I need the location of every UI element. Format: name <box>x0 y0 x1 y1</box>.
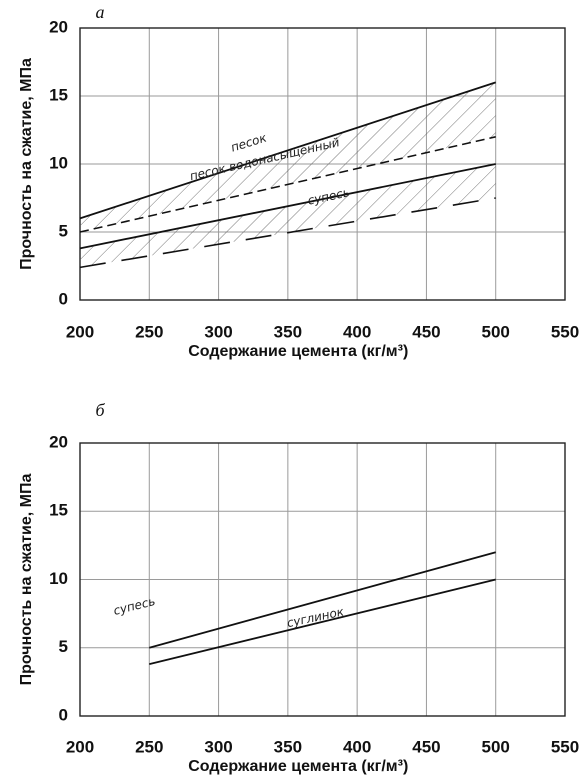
y-tick-label: 15 <box>49 85 68 104</box>
series-label: песок <box>229 130 269 154</box>
series-line <box>79 197 496 269</box>
x-tick-label: 350 <box>274 322 302 341</box>
y-axis-label: Прочность на сжатие, МПа <box>18 58 35 270</box>
series-line <box>79 163 496 250</box>
plot-frame <box>79 27 566 301</box>
y-tick-label: 10 <box>49 153 68 172</box>
x-axis-label: Содержание цемента (кг/м³) <box>188 343 408 360</box>
y-tick-label: 0 <box>59 289 68 308</box>
x-tick-label: 250 <box>135 322 163 341</box>
chart-a: а 0 5 10 15 20 200 250 300 350 400 450 500 550 Содержа… <box>18 2 579 360</box>
y-tick-label: 20 <box>49 17 68 36</box>
x-tick-label: 400 <box>343 322 371 341</box>
panel-label: а <box>96 2 105 22</box>
series-line <box>79 136 496 233</box>
x-tick-label: 500 <box>482 322 510 341</box>
x-tick-label: 300 <box>204 322 232 341</box>
panel-label: б <box>95 400 105 420</box>
x-tick-label: 300 <box>204 737 232 756</box>
x-tick-label: 400 <box>343 737 371 756</box>
y-tick-label: 0 <box>59 705 68 724</box>
series-line <box>149 551 496 649</box>
x-tick-label: 350 <box>274 737 302 756</box>
y-tick-label: 20 <box>49 432 68 451</box>
x-tick-label: 200 <box>66 322 94 341</box>
x-tick-label: 500 <box>482 737 510 756</box>
y-tick-label: 15 <box>49 501 68 520</box>
x-tick-label: 550 <box>551 737 579 756</box>
series-line <box>149 578 496 666</box>
series-line <box>79 81 496 220</box>
hatched-band <box>80 164 496 268</box>
x-tick-label: 200 <box>66 737 94 756</box>
chart-b: б 0 5 10 15 20 200 250 300 350 400 450 500 550 Содержа… <box>18 400 579 775</box>
x-tick-label: 250 <box>135 737 163 756</box>
y-tick-label: 5 <box>59 637 68 656</box>
y-tick-label: 10 <box>49 569 68 588</box>
x-tick-label: 450 <box>412 322 440 341</box>
y-tick-label: 5 <box>59 221 68 240</box>
x-tick-label: 550 <box>551 322 579 341</box>
plot-frame <box>79 442 566 717</box>
x-axis-label: Содержание цемента (кг/м³) <box>188 758 408 775</box>
series-label: супесь <box>112 594 157 618</box>
y-axis-label: Прочность на сжатие, МПа <box>18 474 35 686</box>
x-tick-label: 450 <box>412 737 440 756</box>
hatched-band <box>80 82 496 233</box>
